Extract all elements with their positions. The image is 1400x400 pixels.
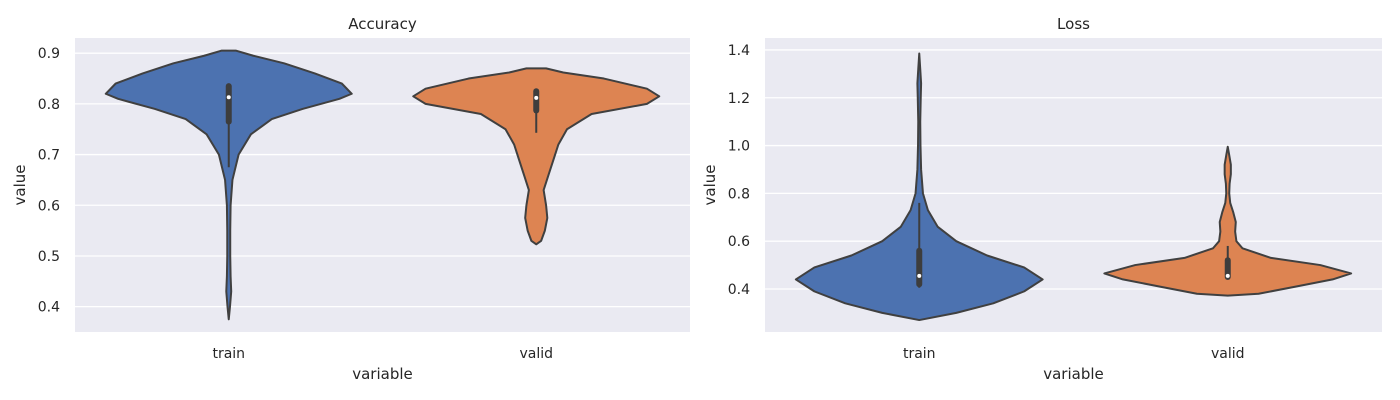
y-axis-label: value [11,165,29,206]
y-tick-label: 0.6 [728,234,750,250]
median-marker-valid [1225,273,1230,278]
violin-train [794,52,1044,322]
y-tick-label: 0.4 [728,282,750,298]
y-tick-label: 0.6 [38,198,60,214]
x-tick-label: valid [519,346,553,362]
y-tick-label: 0.8 [728,186,750,202]
y-tick-label: 1.2 [728,91,750,107]
chart-panel-2: 0.4 0.6 0.8 1.0 1.2 1.4 train valid Loss variable… [701,15,1382,383]
y-tick-label: 0.8 [38,97,60,113]
y-axis-label: value [701,165,719,206]
chart-panel-1: 0.4 0.5 0.6 0.7 0.8 0.9 train valid Accuracy vari… [11,15,690,383]
violin-valid [1103,145,1353,297]
chart-title: Loss [1057,15,1090,33]
x-axis-label: variable [352,365,413,383]
x-tick-label: train [212,346,245,362]
violin-train [104,49,353,321]
median-marker-train [226,95,231,100]
y-tick-label: 0.7 [38,148,60,164]
x-axis-label: variable [1043,365,1104,383]
y-tick-label: 0.4 [38,300,60,316]
violin-valid [412,67,661,246]
y-tick-label: 1.0 [728,139,750,155]
x-tick-label: train [903,346,936,362]
x-tick-label: valid [1211,346,1245,362]
y-tick-label: 1.4 [728,43,750,59]
median-marker-train [917,273,922,278]
chart-title: Accuracy [348,15,417,33]
y-tick-label: 0.5 [38,249,60,265]
y-tick-label: 0.9 [38,46,60,62]
median-marker-valid [534,95,539,100]
